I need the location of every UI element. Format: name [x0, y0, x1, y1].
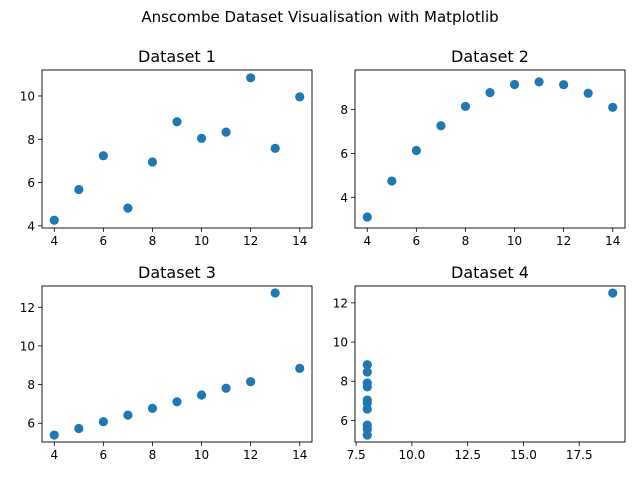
data-point [295, 363, 305, 373]
x-tick-label: 12 [243, 234, 258, 248]
data-point [123, 203, 133, 213]
data-point [583, 88, 593, 98]
data-point [436, 121, 446, 131]
data-point [362, 212, 372, 222]
y-tick-label: 10 [20, 339, 35, 353]
x-tick-label: 6 [100, 234, 108, 248]
data-point [362, 378, 372, 388]
y-tick-label: 8 [27, 133, 35, 147]
y-tick-label: 6 [27, 417, 35, 431]
y-tick-label: 4 [340, 191, 348, 205]
data-point [49, 430, 59, 440]
axes-frame [354, 69, 626, 229]
x-tick-label: 12.5 [454, 448, 481, 462]
x-tick-label: 12 [556, 234, 571, 248]
x-tick-label: 4 [50, 234, 58, 248]
subplot-title: Dataset 1 [138, 47, 216, 66]
axes-frame [354, 285, 626, 443]
subplot-4: Dataset 4 7.5 10.0 12.5 15.0 17.5 6 8 10 12 [333, 263, 626, 462]
y-tick-label: 8 [340, 375, 348, 389]
data-point [460, 101, 471, 112]
data-point [246, 377, 256, 387]
x-tick-label: 14 [605, 234, 620, 248]
y-tick-label: 12 [20, 301, 35, 315]
data-point [74, 184, 84, 195]
subplot-1: Dataset 1 4 6 8 10 12 14 4 6 8 10 [20, 47, 313, 248]
data-point [221, 127, 231, 137]
data-point [270, 143, 280, 153]
x-tick-label: 10.0 [399, 448, 426, 462]
data-point [362, 360, 372, 370]
data-point [172, 117, 182, 127]
x-tick-label: 17.5 [566, 448, 593, 462]
y-tick-label: 4 [27, 219, 35, 233]
x-tick-label: 8 [149, 234, 157, 248]
data-point [509, 79, 520, 90]
data-point [98, 151, 108, 161]
subplot-3: Dataset 3 4 6 8 10 12 14 6 8 10 12 [20, 263, 313, 462]
x-tick-label: 10 [194, 234, 209, 248]
x-tick-label: 4 [50, 448, 58, 462]
data-point [196, 133, 207, 143]
data-point [98, 417, 108, 427]
data-point [74, 423, 84, 434]
y-tick-label: 10 [333, 336, 348, 350]
data-point [559, 80, 569, 90]
x-tick-label: 7.5 [347, 448, 366, 462]
data-point [172, 397, 182, 407]
subplot-title: Dataset 3 [138, 263, 216, 282]
x-tick-label: 6 [413, 234, 421, 248]
data-point [534, 77, 544, 87]
y-tick-label: 8 [27, 378, 35, 392]
data-point [362, 424, 372, 434]
x-tick-label: 8 [462, 234, 470, 248]
figure-suptitle: Anscombe Dataset Visualisation with Matp… [141, 8, 499, 26]
data-point [387, 176, 397, 186]
subplot-2: Dataset 2 4 6 8 10 12 14 4 6 8 [340, 47, 626, 248]
data-point [485, 88, 495, 98]
data-point [608, 288, 618, 298]
x-tick-label: 10 [507, 234, 522, 248]
subplot-title: Dataset 2 [451, 47, 529, 66]
data-point [147, 403, 158, 413]
data-point [411, 145, 421, 156]
data-point [608, 102, 618, 112]
data-point [246, 73, 256, 83]
data-point [196, 390, 207, 400]
data-point [49, 215, 59, 225]
x-tick-label: 14 [292, 448, 307, 462]
axes-frame [41, 69, 313, 229]
y-tick-label: 8 [340, 103, 348, 117]
x-tick-label: 14 [292, 234, 307, 248]
x-tick-label: 10 [194, 448, 209, 462]
data-point [362, 398, 372, 408]
y-tick-label: 10 [20, 89, 35, 103]
data-point [362, 367, 372, 377]
data-point [147, 157, 158, 167]
x-tick-label: 4 [363, 234, 371, 248]
x-tick-label: 12 [243, 448, 258, 462]
subplot-title: Dataset 4 [451, 263, 529, 282]
data-point [221, 383, 231, 393]
x-tick-label: 8 [149, 448, 157, 462]
data-point [123, 410, 133, 420]
y-tick-label: 6 [340, 414, 348, 428]
y-tick-label: 6 [27, 176, 35, 190]
x-tick-label: 6 [100, 448, 108, 462]
data-point [295, 92, 305, 102]
x-tick-label: 15.0 [510, 448, 537, 462]
data-point [270, 288, 280, 298]
y-tick-label: 12 [333, 296, 348, 310]
axes-frame [41, 285, 313, 443]
y-tick-label: 6 [340, 147, 348, 161]
